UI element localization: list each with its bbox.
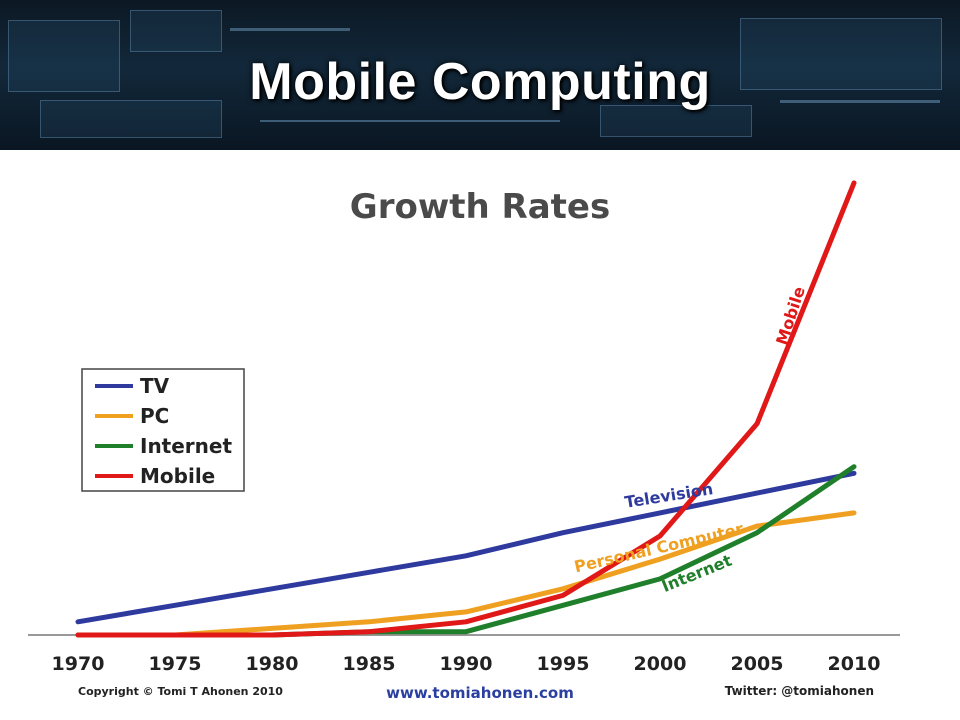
x-tick-label: 1995 — [537, 653, 590, 675]
slide-header — [0, 0, 960, 150]
copyright-text: Copyright © Tomi T Ahonen 2010 — [78, 685, 283, 698]
x-tick-label: 1990 — [440, 653, 493, 675]
header-decor-panel — [600, 105, 752, 137]
x-tick-label: 1975 — [149, 653, 202, 675]
legend-box — [81, 368, 245, 492]
chart-title: Growth Rates — [350, 187, 610, 227]
x-tick-label: 2005 — [731, 653, 784, 675]
x-tick-label: 2000 — [634, 653, 687, 675]
growth-rates-chart: Growth Rates 1970 1975 1980 1985 1990 1995 200… — [28, 180, 900, 702]
website-text: www.tomiahonen.com — [386, 684, 574, 702]
legend-label-pc: PC — [140, 404, 169, 428]
series-line-tv — [75, 470, 857, 625]
legend-label-internet: Internet — [140, 434, 232, 458]
series-line-mobile — [75, 180, 857, 638]
x-tick-label: 2010 — [828, 653, 881, 675]
header-decor-panel — [740, 18, 942, 90]
slide-title: Mobile Computing — [249, 53, 711, 111]
twitter-text: Twitter: @tomiahonen — [725, 684, 874, 698]
x-tick-label: 1970 — [52, 653, 105, 675]
header-decor-panel — [8, 20, 120, 92]
x-tick-label: 1980 — [246, 653, 299, 675]
header-decor-bar — [230, 28, 350, 31]
header-decor-panel — [130, 10, 222, 52]
x-tick-label: 1985 — [343, 653, 396, 675]
header-decor-panel — [40, 100, 222, 138]
series-label-mobile: Mobile — [772, 284, 809, 347]
header-decor-bar — [260, 120, 560, 122]
legend-label-mobile: Mobile — [140, 464, 215, 488]
header-decor-bar — [780, 100, 940, 103]
legend-label-tv: TV — [140, 374, 170, 398]
